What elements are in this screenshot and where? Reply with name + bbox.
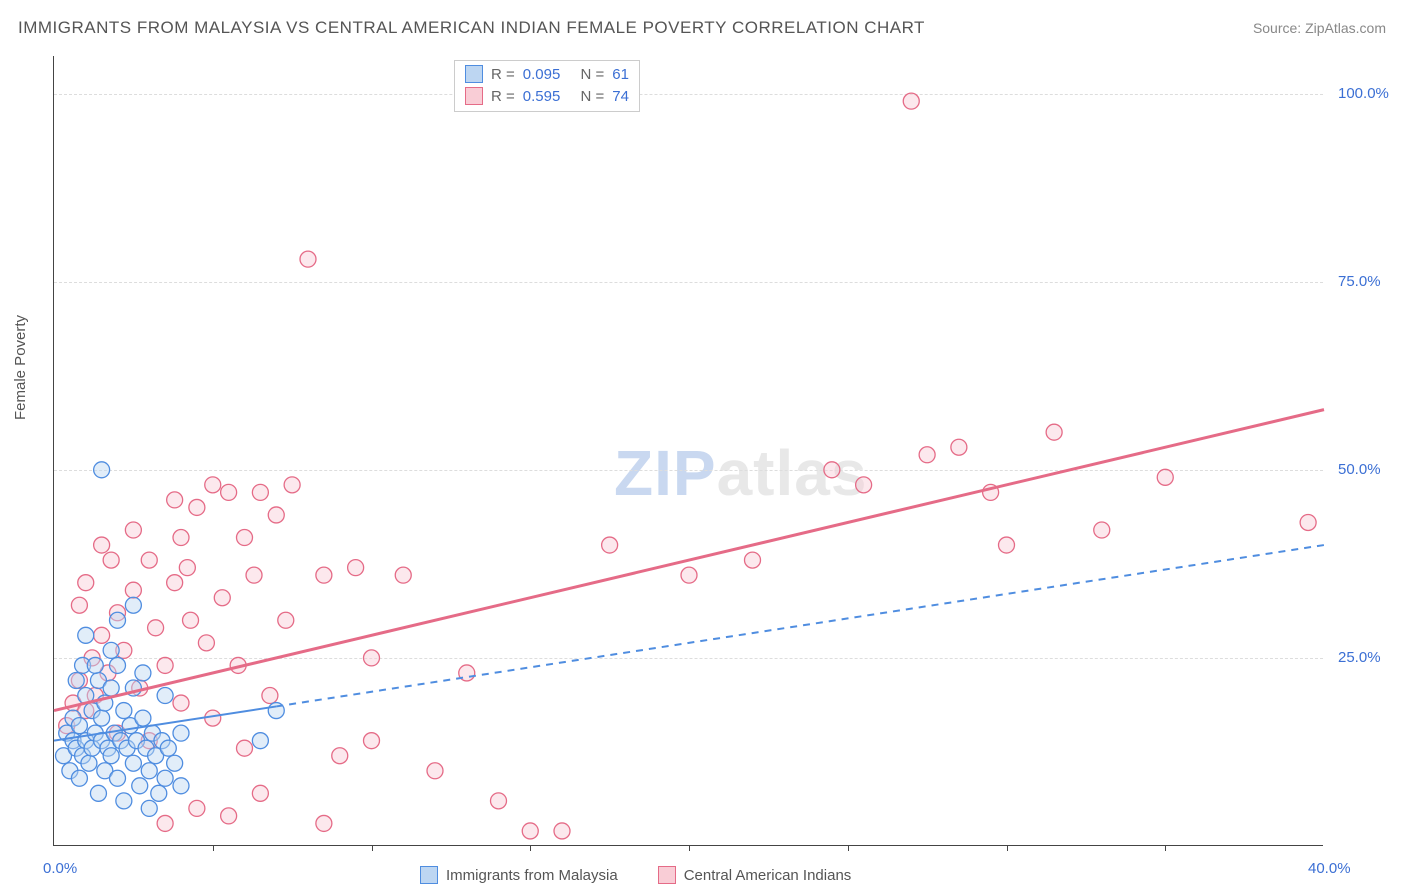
source-attribution: Source: ZipAtlas.com — [1253, 20, 1386, 36]
x-origin-label: 0.0% — [43, 860, 77, 877]
swatch-icon — [658, 866, 676, 884]
plot-area: ZIPatlas R = 0.095 N = 61 R = 0.595 N = … — [53, 56, 1323, 846]
x-max-label: 40.0% — [1308, 860, 1351, 877]
chart-container: IMMIGRANTS FROM MALAYSIA VS CENTRAL AMER… — [0, 0, 1406, 892]
series-legend-item: Immigrants from Malaysia — [420, 866, 618, 884]
chart-title: IMMIGRANTS FROM MALAYSIA VS CENTRAL AMER… — [18, 18, 925, 38]
swatch-icon — [420, 866, 438, 884]
scatter-svg — [54, 56, 1323, 845]
series-legend: Immigrants from Malaysia Central America… — [420, 866, 851, 884]
series-legend-item: Central American Indians — [658, 866, 852, 884]
series-legend-label: Central American Indians — [684, 867, 852, 884]
series-legend-label: Immigrants from Malaysia — [446, 867, 618, 884]
y-axis-label: Female Poverty — [12, 315, 29, 420]
